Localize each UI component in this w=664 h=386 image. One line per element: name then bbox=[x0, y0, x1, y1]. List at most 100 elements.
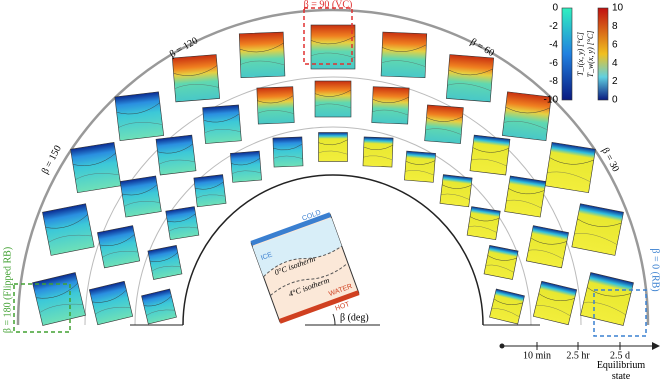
panel-field bbox=[380, 31, 428, 79]
beta-label: β = 60 bbox=[468, 37, 496, 59]
panel-field bbox=[469, 134, 511, 176]
panel bbox=[147, 245, 183, 280]
panel-contour bbox=[487, 255, 517, 261]
beta-label: β = 90 (VC) bbox=[304, 0, 353, 10]
panel-field bbox=[310, 24, 356, 70]
panel-field bbox=[571, 203, 624, 256]
ring-arcs bbox=[16, 8, 650, 326]
panel bbox=[165, 206, 200, 241]
inner-arc bbox=[134, 126, 532, 326]
panel-contour bbox=[485, 264, 514, 273]
panel bbox=[114, 91, 165, 142]
panel bbox=[318, 132, 348, 162]
colorbar-tick-label: 10 bbox=[612, 3, 624, 14]
panel-contour bbox=[491, 308, 520, 318]
panel-contour bbox=[503, 121, 548, 130]
panel-field bbox=[147, 245, 183, 280]
panel bbox=[544, 141, 596, 194]
panel bbox=[193, 174, 227, 208]
panel bbox=[469, 134, 511, 176]
panel-field bbox=[155, 134, 197, 176]
highlight-box bbox=[13, 283, 71, 333]
inset-diagram: COLD ICE 0°C isotherm 4°C isotherm WATER… bbox=[250, 209, 360, 324]
panel-field bbox=[483, 245, 519, 280]
panel-field bbox=[362, 136, 394, 168]
panel bbox=[501, 91, 552, 142]
panel-contour bbox=[372, 96, 409, 103]
ice-region bbox=[252, 217, 342, 277]
panel-field bbox=[466, 206, 501, 241]
panel-contour bbox=[530, 237, 567, 245]
panel-field bbox=[501, 91, 552, 142]
angle-arc bbox=[332, 313, 336, 326]
panel bbox=[404, 150, 436, 183]
panel-contour bbox=[195, 181, 224, 190]
panel-field bbox=[230, 150, 262, 183]
panel-field bbox=[202, 104, 242, 144]
panel-field bbox=[42, 203, 95, 256]
panel-contour bbox=[231, 158, 261, 166]
panel-contour bbox=[157, 143, 193, 154]
panel-field bbox=[165, 206, 200, 241]
colorbar-tick-label: 8 bbox=[612, 21, 618, 32]
panel bbox=[424, 104, 464, 144]
panel bbox=[483, 245, 519, 280]
panel-contour bbox=[508, 188, 545, 195]
panel-contour bbox=[143, 295, 172, 307]
panel-contour bbox=[447, 83, 492, 92]
panel bbox=[42, 203, 95, 256]
panel-contour bbox=[405, 170, 434, 176]
panel-contour bbox=[167, 213, 196, 223]
panel bbox=[580, 272, 634, 326]
panel-field bbox=[193, 174, 227, 208]
panel-contour bbox=[75, 173, 120, 180]
panel-contour bbox=[204, 129, 241, 133]
panel-contour bbox=[92, 289, 127, 303]
panel bbox=[238, 31, 286, 79]
panel bbox=[155, 134, 197, 176]
panel-field bbox=[544, 141, 596, 194]
panel-contour bbox=[505, 106, 550, 114]
panel-field bbox=[439, 174, 473, 208]
isotherm-line bbox=[270, 262, 349, 296]
panel bbox=[380, 31, 428, 79]
panel-field bbox=[272, 136, 304, 168]
highlight-box bbox=[303, 7, 353, 65]
panel-contour bbox=[168, 226, 198, 232]
panel-field bbox=[238, 31, 286, 79]
panel bbox=[119, 175, 162, 218]
panel-contour bbox=[102, 251, 138, 258]
panel-contour bbox=[547, 171, 591, 182]
base-arc bbox=[182, 174, 484, 326]
panel-contour bbox=[528, 249, 564, 260]
panel-contour bbox=[149, 252, 178, 262]
panel-contour bbox=[203, 113, 240, 123]
panel-field bbox=[525, 225, 569, 269]
panel-field bbox=[256, 86, 295, 125]
panel-contour bbox=[95, 307, 131, 315]
panel-field bbox=[404, 150, 436, 183]
panel bbox=[314, 80, 352, 118]
panel-field bbox=[97, 225, 141, 269]
inset-label: HOT bbox=[334, 301, 351, 313]
panel-field bbox=[318, 132, 348, 162]
panel bbox=[70, 141, 122, 194]
panel-contour bbox=[583, 301, 626, 315]
middle-arc bbox=[84, 76, 582, 326]
panel-contour bbox=[158, 159, 195, 165]
panel bbox=[446, 54, 494, 103]
beta-label: β = 180 (Flipped RB) bbox=[2, 247, 13, 333]
panel-field bbox=[532, 280, 578, 326]
panel-contour bbox=[45, 214, 88, 229]
panel bbox=[310, 24, 356, 70]
panel-contour bbox=[587, 287, 632, 297]
time-origin bbox=[499, 343, 505, 349]
panel-contour bbox=[469, 216, 500, 222]
panel-field bbox=[88, 280, 134, 326]
panel-contour bbox=[72, 153, 116, 166]
panel-contour bbox=[273, 155, 303, 159]
panel-contour bbox=[471, 158, 507, 167]
panel-contour bbox=[440, 193, 470, 200]
